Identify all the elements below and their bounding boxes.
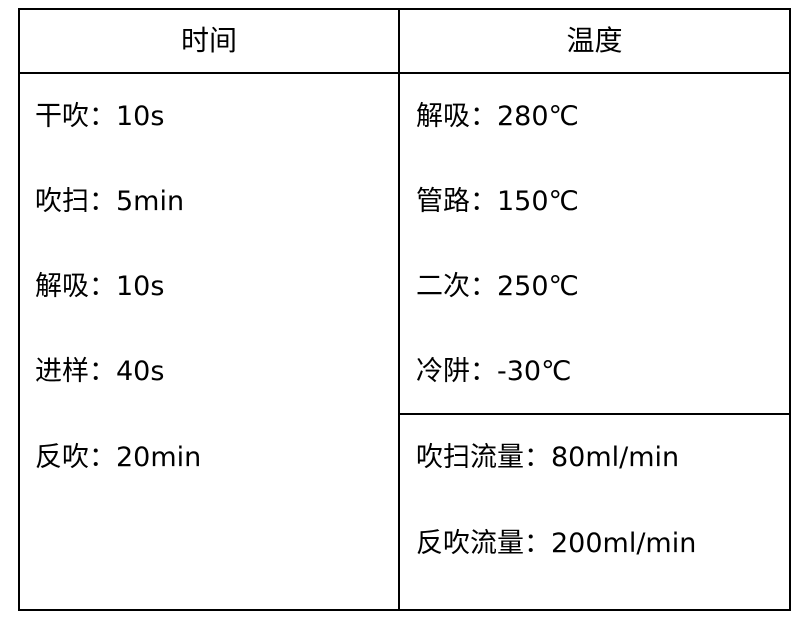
flow-item: 反吹流量：200ml/min bbox=[416, 528, 697, 559]
header-temperature: 温度 bbox=[566, 24, 623, 57]
time-item: 吹扫：5min bbox=[35, 186, 185, 217]
time-item: 进样：40s bbox=[35, 356, 165, 387]
table-border-right bbox=[789, 8, 791, 611]
temperature-item: 管路：150℃ bbox=[416, 186, 579, 217]
header-divider bbox=[18, 72, 791, 74]
time-item: 干吹：10s bbox=[35, 101, 165, 132]
column-divider bbox=[398, 8, 400, 611]
temperature-item: 解吸：280℃ bbox=[416, 101, 579, 132]
temperature-item: 二次：250℃ bbox=[416, 271, 579, 302]
table-border-bottom bbox=[18, 609, 791, 611]
time-item: 解吸：10s bbox=[35, 271, 165, 302]
flow-item: 吹扫流量：80ml/min bbox=[416, 442, 680, 473]
header-time: 时间 bbox=[180, 24, 237, 57]
temperature-flow-divider bbox=[399, 413, 791, 415]
table-border-left bbox=[18, 8, 20, 611]
temperature-item: 冷阱：-30℃ bbox=[416, 356, 572, 387]
time-item: 反吹：20min bbox=[35, 442, 202, 473]
table-border-top bbox=[18, 8, 791, 10]
